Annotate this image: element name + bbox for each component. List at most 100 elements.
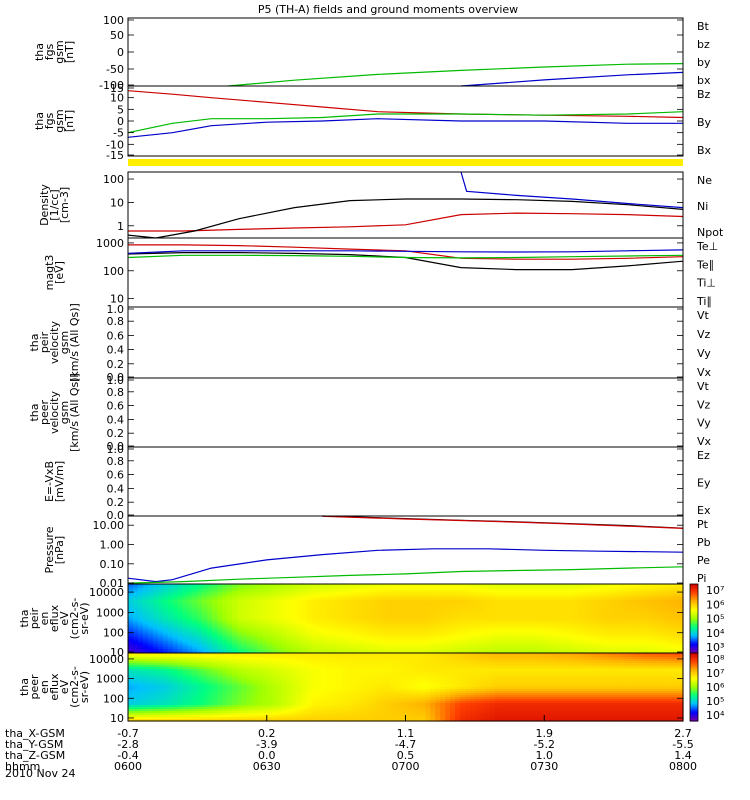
spectrogram-cell — [222, 655, 228, 658]
spectrogram-cell — [613, 626, 620, 630]
spectrogram-cell — [207, 646, 213, 650]
spectrogram-cell — [469, 638, 476, 642]
spectrogram-cell — [370, 616, 377, 620]
spectrogram-cell — [464, 644, 471, 648]
spectrogram-cell — [326, 624, 332, 628]
spectrogram-cell — [420, 592, 426, 595]
spectrogram-cell — [137, 642, 144, 646]
spectrogram-cell — [346, 596, 352, 599]
spectrogram-cell — [544, 588, 550, 591]
spectrogram-cell — [326, 650, 332, 654]
spectrogram-cell — [197, 653, 203, 656]
spectrogram-cell — [306, 590, 312, 593]
spectrogram-cell — [222, 614, 228, 618]
legend-item-Pe: Pe — [697, 554, 710, 567]
spectrogram-cell — [271, 626, 278, 630]
panel-frame — [127, 85, 684, 157]
spectrogram-cell — [321, 594, 327, 597]
spectrogram-cell — [430, 622, 436, 626]
spectrogram-cell — [425, 644, 431, 648]
spectrogram-cell — [583, 606, 590, 609]
colorbar-segment — [690, 639, 698, 642]
spectrogram-cell — [499, 644, 506, 648]
spectrogram-cell — [167, 655, 174, 658]
spectrogram-cell — [474, 653, 481, 656]
spectrogram-cell — [450, 640, 456, 644]
spectrogram-cell — [152, 592, 159, 595]
spectrogram-cell — [603, 592, 610, 595]
spectrogram-cell — [162, 655, 169, 658]
spectrogram-cell — [658, 604, 664, 607]
spectrogram-cell — [405, 622, 412, 626]
spectrogram-cell — [341, 634, 347, 638]
spectrogram-cell — [663, 642, 669, 646]
spectrogram-cell — [256, 630, 263, 634]
spectrogram-cell — [251, 655, 258, 658]
spectrogram-cell — [484, 612, 491, 616]
spectrogram-cell — [311, 600, 317, 603]
spectrogram-cell — [504, 618, 511, 622]
spectrogram-cell — [499, 646, 506, 650]
spectrogram-cell — [663, 648, 669, 652]
spectrogram-cell — [306, 620, 312, 624]
spectrogram-cell — [420, 632, 426, 636]
spectrogram-cell — [628, 616, 635, 620]
spectrogram-cell — [460, 640, 466, 644]
spectrogram-cell — [405, 600, 412, 603]
spectrogram-cell — [410, 588, 417, 591]
spectrogram-cell — [410, 614, 417, 618]
spectrogram-cell — [331, 646, 337, 650]
spectrogram-cell — [673, 632, 679, 636]
spectrogram-cell — [578, 644, 585, 648]
spectrogram-cell — [544, 626, 550, 630]
spectrogram-cell — [554, 642, 560, 646]
spectrogram-cell — [643, 644, 649, 648]
spectrogram-cell — [425, 590, 431, 593]
spectrogram-cell — [554, 606, 560, 609]
spectrogram-cell — [246, 632, 253, 636]
spectrogram-cell — [237, 636, 243, 640]
spectrogram-cell — [341, 602, 347, 605]
spectrogram-cell — [425, 636, 431, 640]
spectrogram-cell — [350, 628, 357, 632]
spectrogram-cell — [559, 620, 565, 624]
spectrogram-cell — [256, 602, 263, 605]
spectrogram-cell — [613, 620, 620, 624]
spectrogram-cell — [598, 646, 605, 650]
spectrogram-cell — [628, 602, 635, 605]
spectrogram-cell — [222, 642, 228, 646]
spectrogram-cell — [246, 653, 253, 656]
spectrogram-cell — [311, 638, 317, 642]
spectrogram-cell — [578, 606, 585, 609]
spectrogram-cell — [410, 596, 417, 599]
spectrogram-cell — [212, 594, 218, 597]
spectrogram-cell — [350, 610, 357, 614]
spectrogram-cell — [187, 642, 194, 646]
spectrogram-cell — [673, 596, 679, 599]
spectrogram-cell — [514, 604, 521, 607]
spectrogram-cell — [172, 616, 179, 620]
spectrogram-cell — [162, 590, 169, 593]
spectrogram-cell — [182, 598, 189, 601]
spectrogram-cell — [588, 590, 595, 593]
spectrogram-cell — [301, 640, 307, 644]
spectrogram-cell — [539, 604, 545, 607]
colorbar-segment — [690, 628, 698, 632]
spectrogram-cell — [598, 594, 605, 597]
spectrogram-cell — [336, 606, 342, 609]
spectrogram-cell — [187, 602, 194, 605]
spectrogram-cell — [638, 606, 644, 609]
spectrogram-cell — [296, 616, 303, 620]
spectrogram-cell — [455, 622, 461, 626]
spectrogram-cell — [375, 602, 382, 605]
spectrogram-cell — [425, 606, 431, 609]
spectrogram-cell — [227, 598, 233, 601]
spectrogram-cell — [529, 592, 535, 595]
spectrogram-cell — [583, 646, 590, 650]
spectrogram-cell — [390, 612, 397, 616]
spectrogram-cell — [326, 630, 332, 634]
spectrogram-cell — [588, 608, 595, 611]
spectrogram-cell — [445, 655, 451, 658]
spectrogram-cell — [658, 596, 664, 599]
spectrogram-cell — [207, 600, 213, 603]
